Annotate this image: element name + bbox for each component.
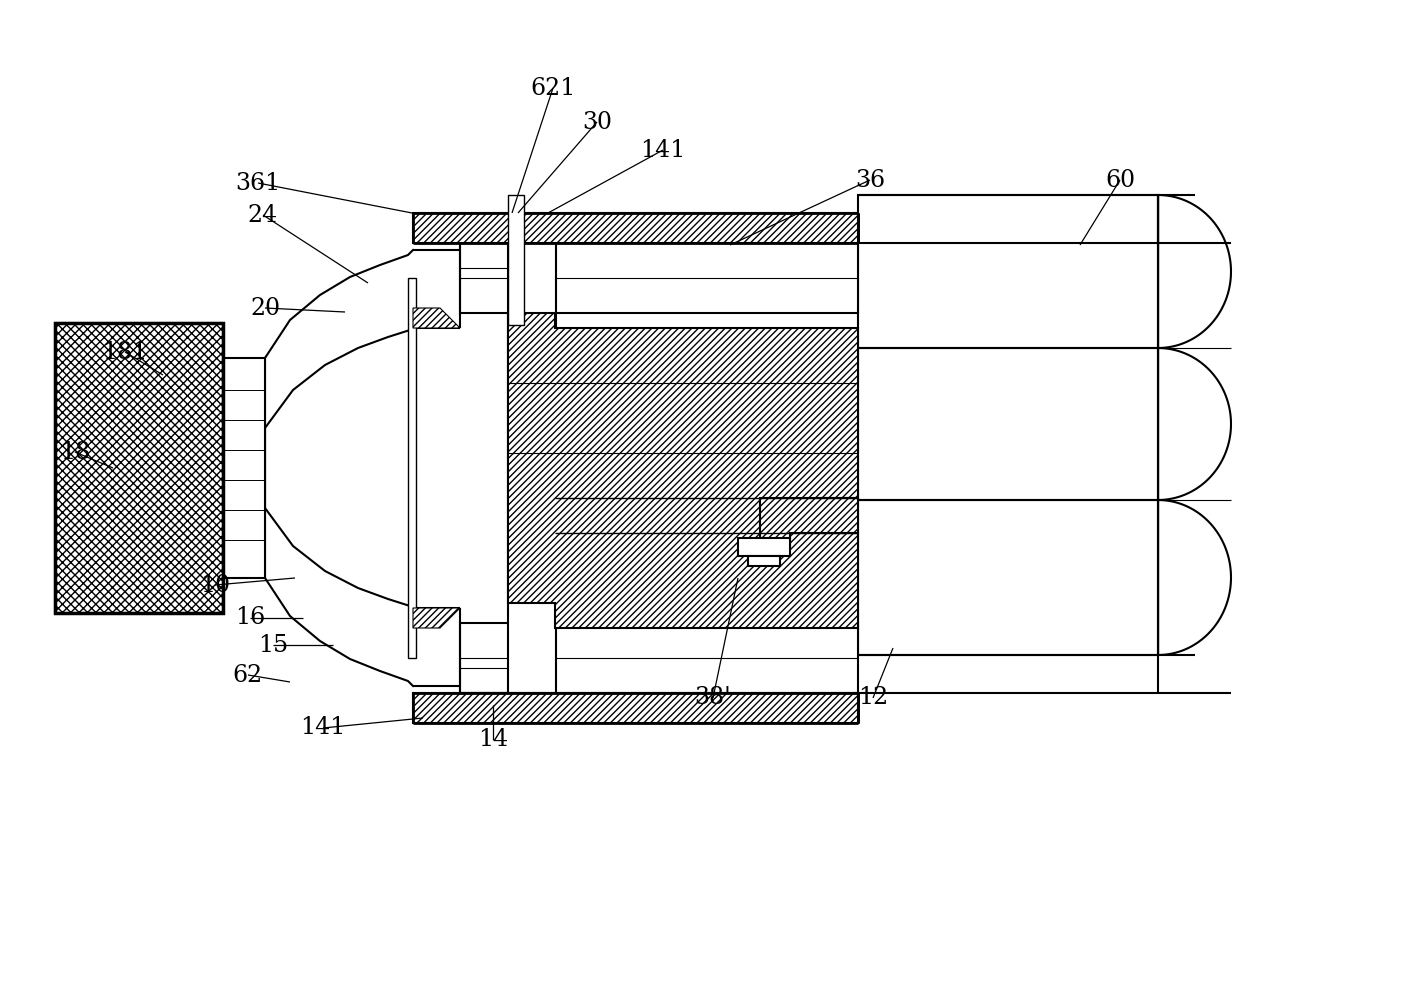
Bar [408,278,415,658]
Text: 24: 24 [247,203,278,226]
Text: 361: 361 [236,171,281,194]
Bar [55,323,223,613]
Text: 20: 20 [250,297,280,320]
Text: 15: 15 [259,634,288,657]
Bar [858,195,1159,348]
Text: 12: 12 [858,686,889,709]
Polygon shape [760,498,858,548]
Text: 14: 14 [478,728,509,751]
Polygon shape [413,308,461,328]
Text: 621: 621 [530,76,575,100]
Polygon shape [509,313,858,628]
Polygon shape [413,608,461,628]
Bar [223,358,266,578]
Text: 18: 18 [59,441,90,464]
Text: 62: 62 [233,664,263,686]
Text: 16: 16 [235,607,266,630]
Bar [509,243,555,693]
Bar [413,213,858,243]
Text: 36: 36 [855,168,885,191]
Text: 30: 30 [582,111,612,134]
Text: 60: 60 [1105,168,1135,191]
Bar [509,195,524,325]
Text: 38': 38' [695,686,732,709]
Polygon shape [1159,195,1231,348]
Text: 141: 141 [640,139,685,162]
Bar [738,538,790,556]
Text: 181: 181 [102,340,148,363]
Bar [858,348,1159,500]
Bar [413,693,858,723]
Polygon shape [1159,500,1231,655]
Bar [858,500,1159,655]
Bar [55,323,223,613]
Bar [461,623,858,693]
Bar [461,243,858,313]
Bar [747,556,780,566]
Text: 141: 141 [301,716,346,739]
Text: 10: 10 [199,573,230,597]
Polygon shape [1159,348,1231,500]
